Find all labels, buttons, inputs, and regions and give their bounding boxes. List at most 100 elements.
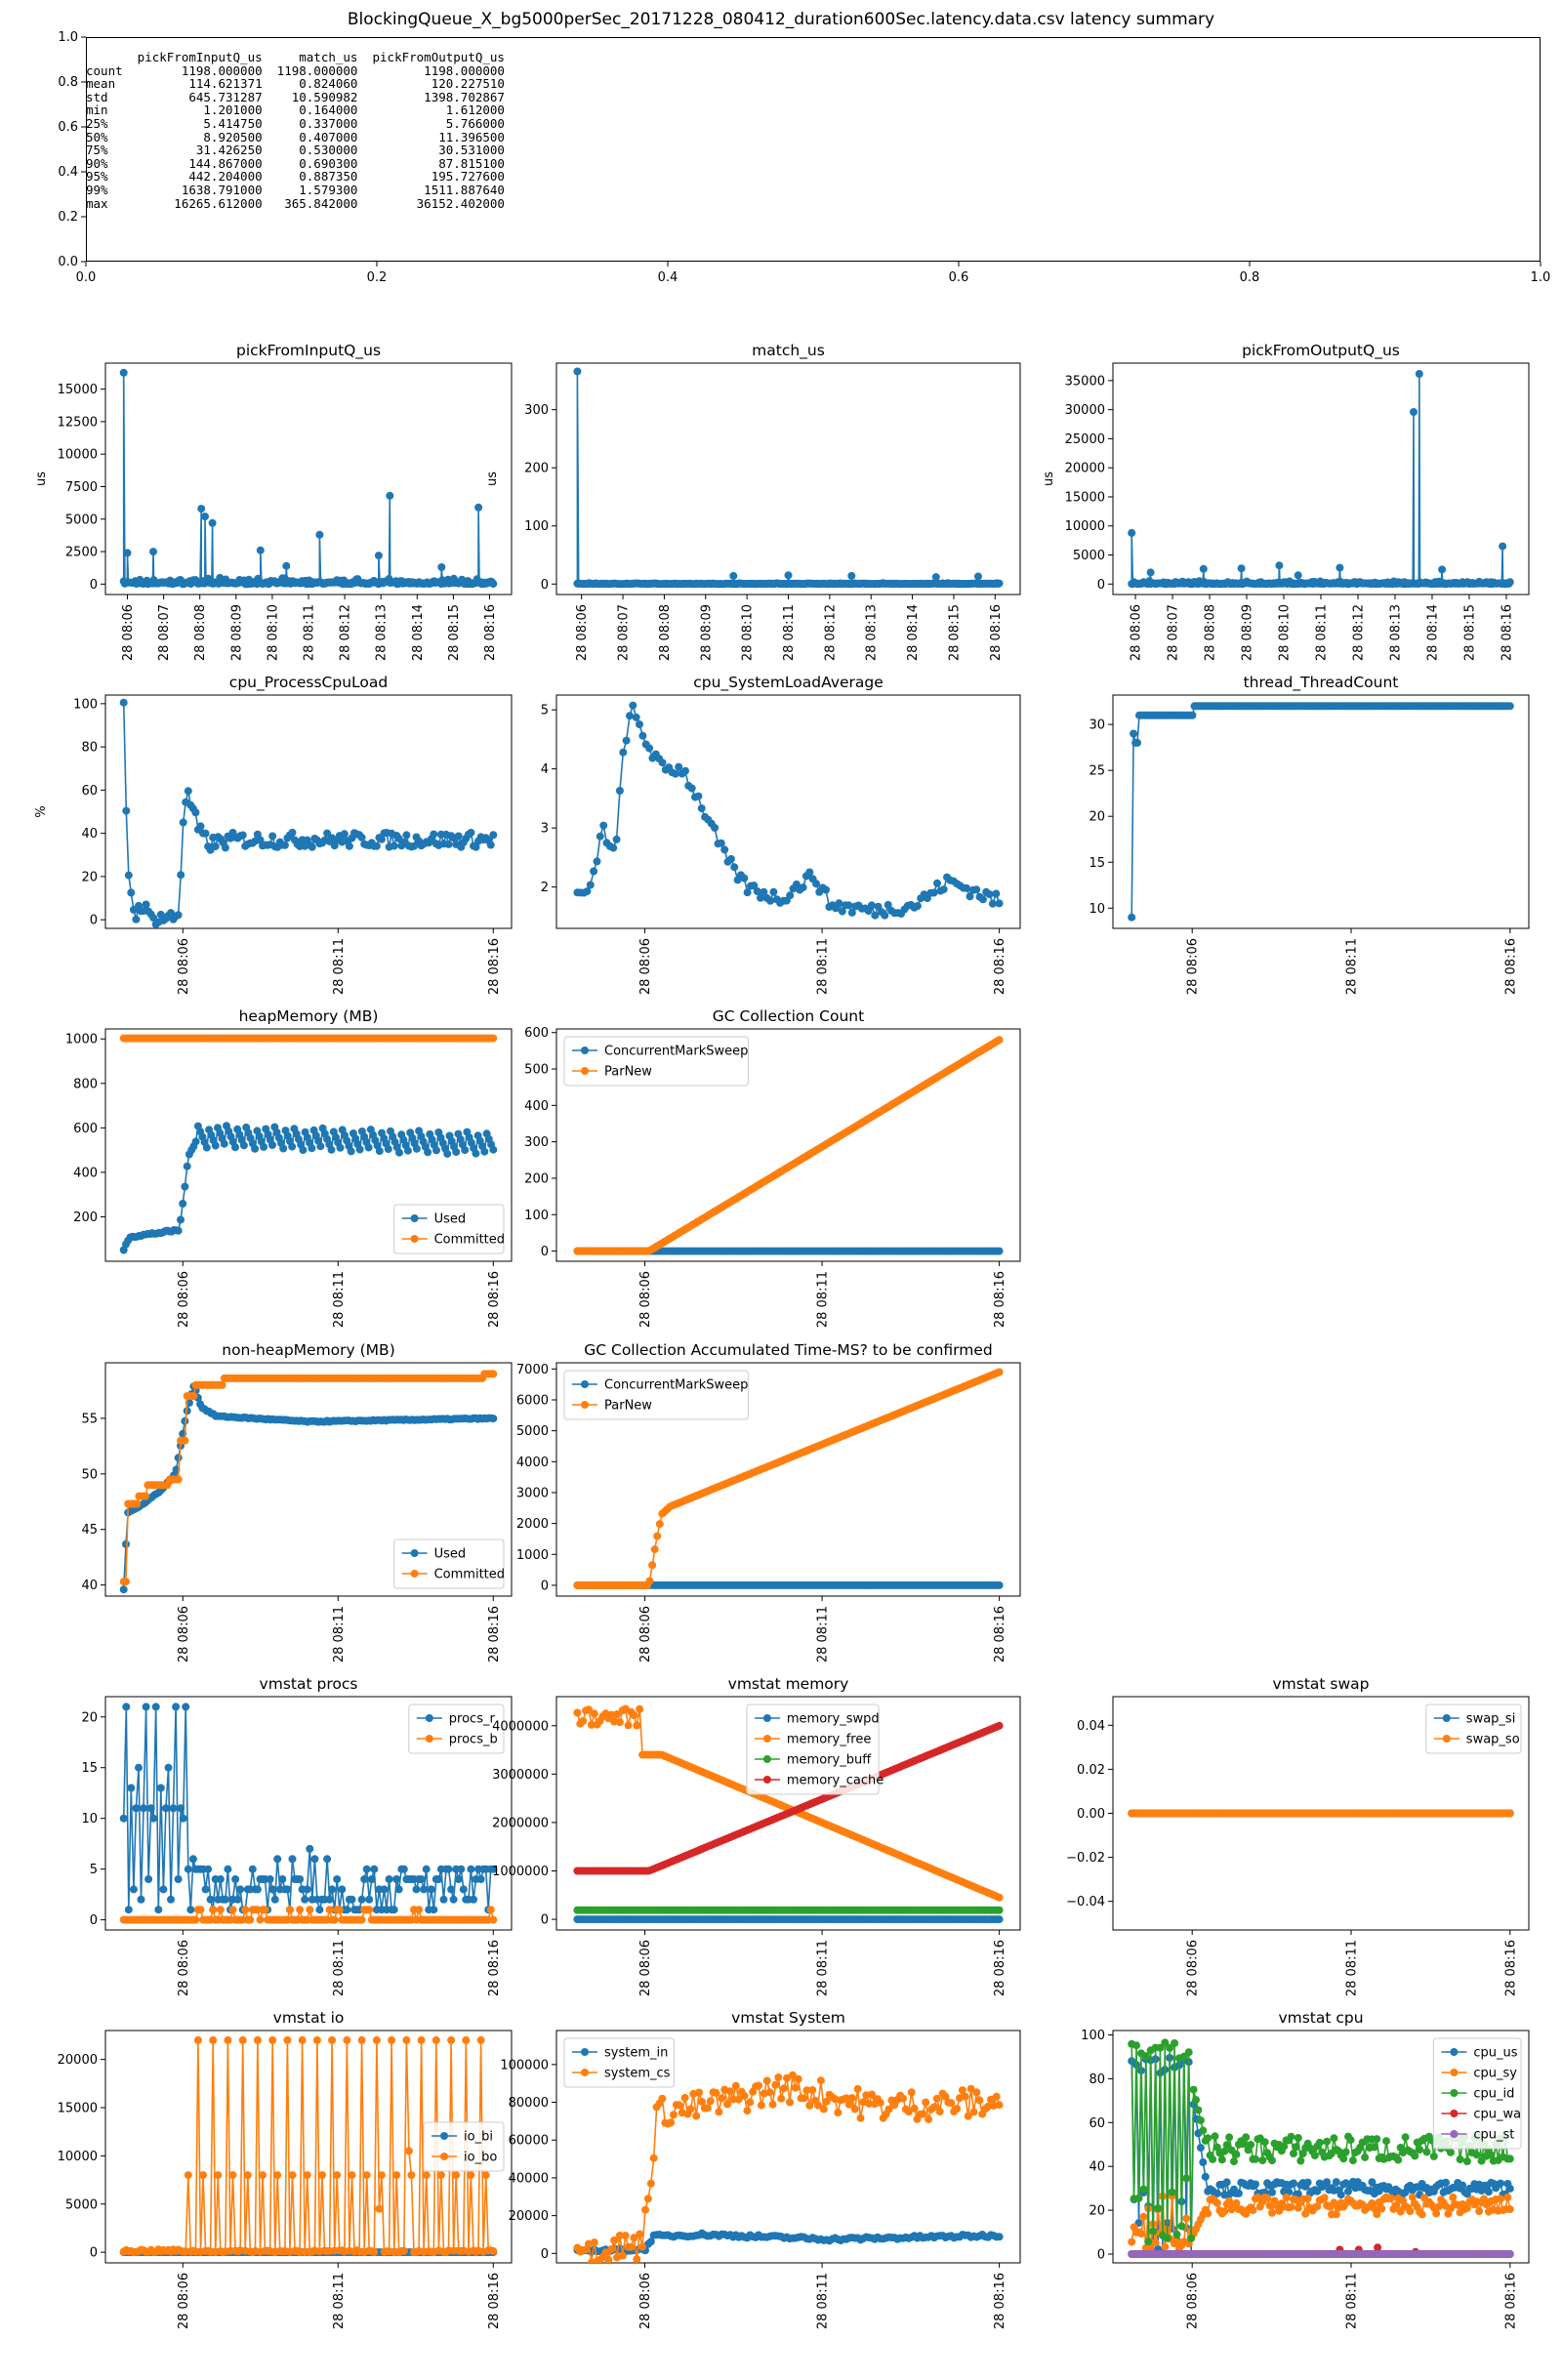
x-tick-label: 28 08:09 (1241, 604, 1255, 661)
y-tick-label: 0.02 (1077, 1763, 1105, 1778)
y-tick-label: 20 (1089, 810, 1105, 825)
data-point (162, 1804, 170, 1812)
data-point (326, 1906, 334, 1913)
data-point (638, 732, 646, 740)
data-point (124, 549, 132, 556)
data-point (283, 2036, 291, 2044)
data-point (415, 1906, 423, 1913)
x-tick-label: 28 08:11 (816, 1940, 831, 1996)
y-tick-label: 5000 (516, 1424, 549, 1439)
chart-title: cpu_ProcessCpuLoad (229, 674, 388, 692)
y-tick-label: 2 (541, 881, 549, 895)
data-point (1130, 730, 1137, 738)
y-tick-label: 60000 (509, 2134, 549, 2149)
data-point (191, 808, 199, 816)
plot-frame (556, 363, 1020, 595)
x-tick-label: 28 08:12 (823, 604, 838, 661)
summary-xtick-label: 0.8 (1240, 270, 1260, 285)
plot-area (1128, 1810, 1514, 1818)
data-point (633, 1722, 640, 1730)
data-point (356, 1146, 364, 1154)
x-tick-label: 28 08:11 (816, 1606, 831, 1662)
data-point (1506, 578, 1514, 586)
x-tick-label: 28 08:06 (177, 1606, 191, 1662)
y-tick-label: 300 (524, 1135, 549, 1150)
y-tick-label: 25000 (1065, 432, 1105, 447)
series-swap_so (1128, 1810, 1514, 1818)
y-axis-label: us (485, 472, 500, 486)
data-point (122, 1540, 130, 1548)
data-point (299, 2036, 307, 2044)
legend-marker (426, 1735, 433, 1743)
y-tick-label: 45 (81, 1523, 98, 1538)
y-tick-label: −0.04 (1066, 1895, 1105, 1909)
data-point (1438, 565, 1446, 573)
data-point (914, 902, 922, 910)
y-tick-label: 5000 (65, 513, 98, 527)
legend-marker (426, 1714, 433, 1722)
data-point (428, 1885, 435, 1893)
chart-system: vmstat System020000400006000080000100000… (478, 1991, 1098, 2380)
data-point (177, 871, 185, 879)
data-point (979, 895, 987, 903)
data-point (143, 901, 150, 909)
x-tick-label: 28 08:10 (741, 604, 756, 661)
data-point (283, 1885, 291, 1893)
data-point (974, 573, 982, 581)
data-point (656, 1520, 664, 1528)
data-point (299, 1146, 307, 1154)
x-tick-label: 28 08:06 (638, 938, 653, 995)
data-point (590, 868, 597, 876)
legend-label: Used (434, 1212, 467, 1227)
data-point (127, 888, 135, 896)
data-point (930, 889, 938, 897)
data-point (229, 2171, 237, 2179)
series-pickFromOutputQ (1128, 370, 1514, 588)
data-point (646, 1578, 654, 1585)
data-point (217, 1906, 225, 1913)
data-point (222, 843, 229, 851)
data-point (192, 1137, 200, 1145)
data-point (288, 1143, 296, 1151)
data-point (202, 1885, 210, 1893)
summary-xtick-label: 0.0 (76, 270, 97, 285)
series-pickFromInputQ (120, 369, 498, 589)
data-point (996, 1915, 1004, 1923)
data-point (1200, 565, 1208, 573)
plot-area (573, 702, 1003, 920)
data-point (167, 1896, 175, 1904)
chart-title: thread_ThreadCount (1244, 674, 1399, 692)
y-axis-label: us (1042, 472, 1056, 486)
summary-ytick-label: 0.0 (58, 255, 78, 269)
data-point (180, 1815, 187, 1823)
legend-label: memory_free (787, 1733, 871, 1747)
data-point (199, 2171, 207, 2179)
x-tick-label: 28 08:12 (339, 604, 353, 661)
data-point (467, 2171, 474, 2179)
data-point (651, 1545, 659, 1553)
data-point (423, 2171, 431, 2179)
x-tick-label: 28 08:11 (1345, 1940, 1360, 1996)
data-point (282, 562, 290, 570)
data-point (358, 1916, 366, 1924)
data-point (470, 1896, 477, 1904)
data-point (659, 759, 667, 766)
data-point (996, 1369, 1004, 1376)
data-point (365, 1906, 373, 1913)
data-point (365, 1896, 373, 1904)
y-tick-label: 6000 (516, 1393, 549, 1408)
data-point (452, 1148, 460, 1156)
data-point (203, 1144, 211, 1152)
data-point (423, 1866, 431, 1873)
data-point (616, 1718, 624, 1726)
data-point (378, 2171, 386, 2179)
data-point (152, 1703, 160, 1710)
data-point (279, 1145, 287, 1153)
data-point (467, 829, 474, 837)
data-point (1295, 571, 1302, 579)
y-tick-label: 800 (73, 1077, 98, 1091)
data-point (1238, 564, 1246, 572)
series-line (1131, 706, 1510, 917)
y-axis-label: % (34, 805, 49, 817)
